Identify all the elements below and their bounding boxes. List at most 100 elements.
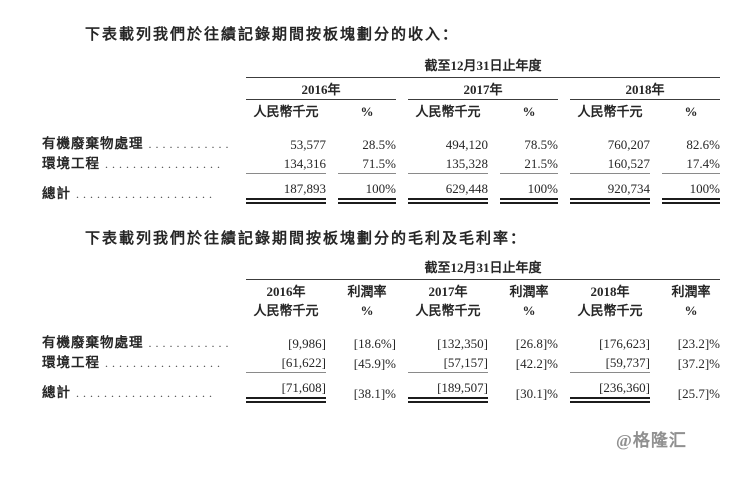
- row-label: 環境工程.................: [42, 154, 234, 174]
- empty-cell: [42, 80, 234, 100]
- dot-leader: .................: [105, 157, 224, 171]
- cell-value: 494,120: [445, 137, 488, 152]
- gelonghui-watermark: @格隆汇: [616, 431, 687, 450]
- cell-value: 920,734: [570, 179, 650, 204]
- cell-value: 71.5%: [338, 154, 396, 174]
- cell-value: [71,608]: [246, 378, 326, 403]
- cell-value: 629,448: [408, 179, 488, 204]
- cell-value: [42.2]%: [515, 356, 558, 371]
- dot-leader: ............: [148, 336, 233, 350]
- empty-cell: [42, 56, 234, 78]
- margin-rate-header: 利潤率: [671, 284, 711, 299]
- cell-value: 760,207: [607, 137, 650, 152]
- cell-value: 21.5%: [500, 154, 558, 174]
- dot-leader: .................: [105, 356, 224, 370]
- table2-unit-header-row: 人民幣千元 % 人民幣千元 % 人民幣千元 %: [42, 301, 720, 320]
- cell-value: [61,622]: [246, 353, 326, 373]
- cell-value: 100%: [338, 179, 396, 204]
- table2-period-header-row: 截至12月31日止年度: [42, 258, 720, 280]
- cell-value: 28.5%: [362, 137, 396, 152]
- cell-value: 82.6%: [686, 137, 720, 152]
- row-label: 總計....................: [42, 378, 234, 403]
- row-label-text: 環境工程: [42, 355, 100, 370]
- table2-year-2016: 2016年: [266, 284, 306, 299]
- row-label: 環境工程.................: [42, 353, 234, 373]
- table1-unit-header-row: 人民幣千元 % 人民幣千元 % 人民幣千元 %: [42, 102, 720, 121]
- row-label-text: 總計: [42, 186, 71, 201]
- cell-value: 53,577: [290, 137, 326, 152]
- empty-cell: [42, 258, 234, 280]
- table2-row-total: 總計.................... [71,608] [38.1]% …: [42, 378, 720, 403]
- pct-header: %: [360, 104, 374, 119]
- cell-value: 135,328: [408, 154, 488, 174]
- empty-cell: [42, 301, 234, 320]
- cell-value: 134,316: [246, 154, 326, 174]
- unit-header: 人民幣千元: [577, 303, 643, 318]
- table2-year-header-row: 2016年 利潤率 2017年 利潤率 2018年 利潤率: [42, 282, 720, 301]
- spacer: [42, 121, 720, 134]
- pct-header: %: [522, 104, 536, 119]
- cell-value: [38.1]%: [353, 386, 396, 401]
- cell-value: [26.8]%: [515, 336, 558, 351]
- table2-year-2017: 2017年: [428, 284, 468, 299]
- cell-value: [189,507]: [408, 378, 488, 403]
- row-label-text: 總計: [42, 385, 71, 400]
- table2-row-organic-waste: 有機廢棄物處理............ [9,986] [18.6%] [132…: [42, 333, 720, 353]
- table2-row-environmental-engineering: 環境工程................. [61,622] [45.9]% […: [42, 353, 720, 373]
- table1-year-2016: 2016年: [246, 80, 396, 100]
- table1-period-header-row: 截至12月31日止年度: [42, 56, 720, 78]
- cell-value: [30.1]%: [515, 386, 558, 401]
- cell-value: 78.5%: [524, 137, 558, 152]
- cell-value: [45.9]%: [353, 356, 396, 371]
- cell-value: 187,893: [246, 179, 326, 204]
- row-label: 有機廢棄物處理............: [42, 134, 234, 154]
- dot-leader: ....................: [76, 187, 216, 201]
- cell-value: 100%: [662, 179, 720, 204]
- row-label: 有機廢棄物處理............: [42, 333, 234, 353]
- margin-rate-header: 利潤率: [347, 284, 387, 299]
- gross-profit-by-segment-table: 截至12月31日止年度 2016年 利潤率 2017年 利潤率 2018年 利潤…: [30, 258, 732, 403]
- table1-year-2018: 2018年: [570, 80, 720, 100]
- cell-value: [57,157]: [408, 353, 488, 373]
- cell-value: 100%: [500, 179, 558, 204]
- cell-value: 17.4%: [662, 154, 720, 174]
- intro-paragraph-gross-profit: 下表載列我們於往績記錄期間按板塊劃分的毛利及毛利率：: [85, 231, 528, 247]
- cell-value: [18.6%]: [353, 336, 396, 351]
- cell-value: [9,986]: [288, 336, 326, 351]
- cell-value: [25.7]%: [677, 386, 720, 401]
- pct-header: %: [684, 303, 698, 318]
- unit-header: 人民幣千元: [415, 104, 481, 119]
- cell-value: [176,623]: [599, 336, 650, 351]
- cell-value: [236,360]: [570, 378, 650, 403]
- unit-header: 人民幣千元: [415, 303, 481, 318]
- row-label: 總計....................: [42, 179, 234, 204]
- unit-header: 人民幣千元: [253, 104, 319, 119]
- table1-period-header: 截至12月31日止年度: [246, 56, 720, 78]
- cell-value: [59,737]: [570, 353, 650, 373]
- revenue-by-segment-table: 截至12月31日止年度 2016年 2017年 2018年 人民幣千元 % 人民…: [30, 56, 732, 204]
- unit-header: 人民幣千元: [577, 104, 643, 119]
- table1-row-organic-waste: 有機廢棄物處理............ 53,577 28.5% 494,120…: [42, 134, 720, 154]
- table1-row-total: 總計.................... 187,893 100% 629,…: [42, 179, 720, 204]
- table2-year-2018: 2018年: [590, 284, 630, 299]
- row-label-text: 有機廢棄物處理: [42, 335, 144, 350]
- cell-value: 160,527: [570, 154, 650, 174]
- dot-leader: ............: [148, 137, 233, 151]
- dot-leader: ....................: [76, 386, 216, 400]
- pct-header: %: [684, 104, 698, 119]
- row-label-text: 環境工程: [42, 156, 100, 171]
- table1-row-environmental-engineering: 環境工程................. 134,316 71.5% 135,…: [42, 154, 720, 174]
- cell-value: [23.2]%: [677, 336, 720, 351]
- table1-year-2017: 2017年: [408, 80, 558, 100]
- spacer: [42, 320, 720, 333]
- margin-rate-header: 利潤率: [509, 284, 549, 299]
- empty-cell: [42, 282, 234, 301]
- cell-value: [37.2]%: [677, 356, 720, 371]
- intro-paragraph-revenue: 下表載列我們於往績記錄期間按板塊劃分的收入：: [85, 27, 460, 43]
- cell-value: [132,350]: [437, 336, 488, 351]
- row-label-text: 有機廢棄物處理: [42, 136, 144, 151]
- empty-cell: [42, 102, 234, 121]
- table1-year-header-row: 2016年 2017年 2018年: [42, 80, 720, 100]
- pct-header: %: [360, 303, 374, 318]
